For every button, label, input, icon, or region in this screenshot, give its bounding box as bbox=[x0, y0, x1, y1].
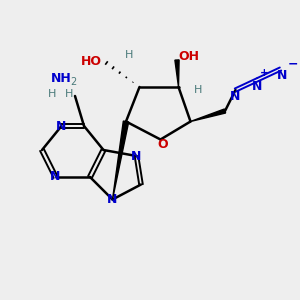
Text: N: N bbox=[56, 119, 67, 133]
Text: O: O bbox=[158, 138, 168, 152]
Text: +: + bbox=[260, 68, 268, 78]
Text: N: N bbox=[277, 69, 287, 82]
Text: H: H bbox=[125, 50, 133, 61]
Text: N: N bbox=[107, 193, 118, 206]
Text: HO: HO bbox=[80, 55, 101, 68]
Text: H: H bbox=[194, 85, 202, 95]
Text: N: N bbox=[230, 90, 240, 103]
Text: N: N bbox=[252, 80, 262, 93]
Text: −: − bbox=[288, 57, 298, 70]
Text: 2: 2 bbox=[70, 76, 76, 87]
Polygon shape bbox=[112, 121, 129, 200]
Text: N: N bbox=[131, 149, 142, 163]
Text: OH: OH bbox=[178, 50, 200, 63]
Text: N: N bbox=[50, 170, 61, 184]
Text: H: H bbox=[65, 88, 73, 99]
Polygon shape bbox=[190, 109, 226, 122]
Text: H: H bbox=[48, 88, 57, 99]
Polygon shape bbox=[175, 60, 179, 87]
Text: NH: NH bbox=[51, 71, 72, 85]
